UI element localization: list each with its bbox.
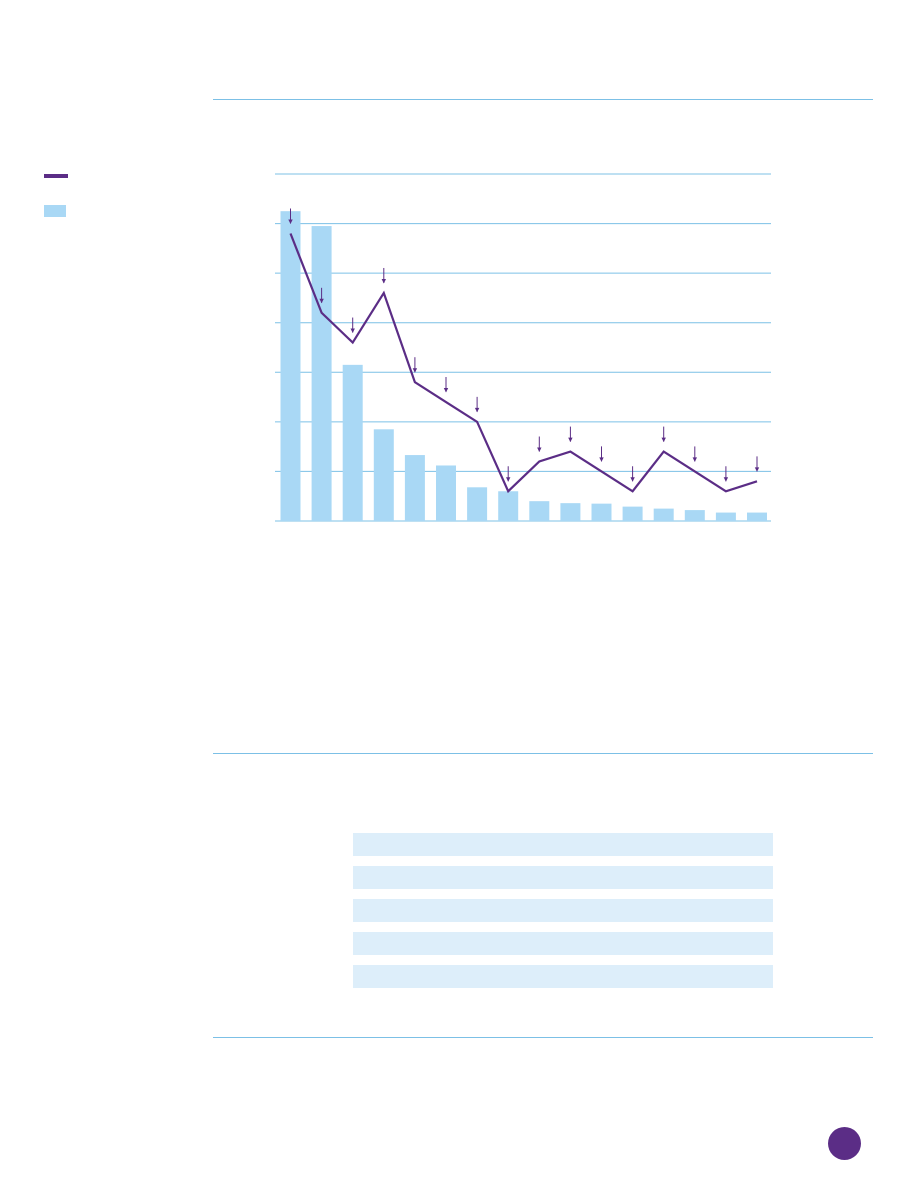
down-arrow-marker <box>350 317 355 334</box>
down-arrow-marker <box>754 456 760 472</box>
down-arrow-marker <box>568 426 573 443</box>
legend-bar-swatch <box>44 205 66 217</box>
bar-mark <box>311 226 332 522</box>
down-arrow-marker <box>599 446 604 462</box>
bar-mark <box>622 506 643 521</box>
bar-mark <box>529 501 550 521</box>
table-row <box>353 932 773 955</box>
table-row <box>353 965 773 988</box>
bar-mark <box>653 508 674 521</box>
down-arrow-marker <box>288 208 293 224</box>
down-arrow-marker <box>630 466 635 482</box>
middle-divider <box>213 753 873 754</box>
table-row <box>353 833 773 856</box>
data-table <box>353 833 773 998</box>
down-arrow-marker <box>723 466 729 482</box>
bar-mark <box>498 491 519 521</box>
table-row <box>353 899 773 922</box>
bar-mark <box>747 512 767 521</box>
down-arrow-marker <box>661 426 666 443</box>
bar-mark <box>715 512 736 521</box>
bar-mark <box>280 211 301 521</box>
top-divider <box>213 99 873 100</box>
bottom-divider <box>213 1037 873 1038</box>
down-arrow-marker <box>537 436 542 453</box>
bar-mark <box>560 503 581 521</box>
page-number-badge <box>828 1127 861 1160</box>
down-arrow-marker <box>692 446 697 462</box>
table-row <box>353 866 773 889</box>
bar-mark <box>404 455 425 521</box>
down-arrow-marker <box>474 396 480 413</box>
bar-mark <box>684 510 705 521</box>
bar-mark <box>436 465 456 521</box>
bar-mark <box>342 364 363 521</box>
bar-mark <box>591 503 612 521</box>
down-arrow-marker <box>319 287 324 304</box>
down-arrow-marker <box>381 267 386 284</box>
down-arrow-marker <box>506 466 511 482</box>
bar-mark <box>373 429 394 521</box>
combo-chart <box>275 173 771 522</box>
down-arrow-marker <box>443 377 449 393</box>
line-series <box>289 233 758 494</box>
down-arrow-marker <box>412 357 418 373</box>
bar-mark <box>467 487 488 521</box>
legend-line-swatch <box>44 174 68 178</box>
